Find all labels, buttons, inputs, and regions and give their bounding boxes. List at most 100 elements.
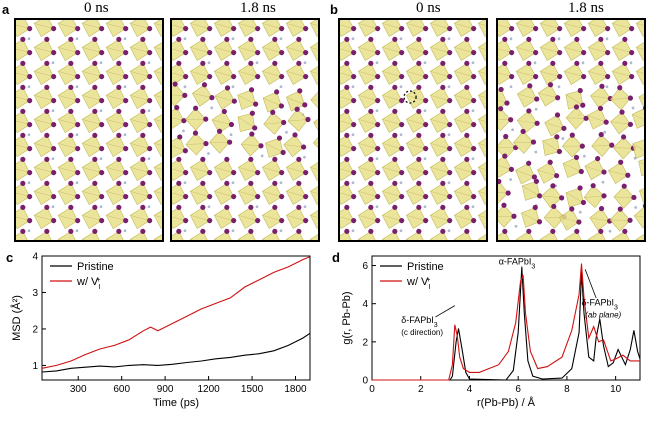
octahedron xyxy=(16,36,33,62)
octahedron xyxy=(309,62,318,86)
octahedron xyxy=(477,110,486,134)
octahedron xyxy=(57,132,81,158)
octahedron xyxy=(563,20,587,38)
x-tick-label: 2 xyxy=(418,384,424,395)
octahedron xyxy=(632,136,644,159)
octahedron xyxy=(635,38,644,62)
octahedron xyxy=(381,20,405,41)
octahedron xyxy=(587,105,609,134)
octahedron xyxy=(405,132,429,161)
octahedron xyxy=(209,128,233,154)
octahedron xyxy=(285,20,309,38)
plot-frame xyxy=(41,255,311,381)
y-tick-label: 4 xyxy=(32,252,38,263)
series-line xyxy=(372,263,640,381)
octahedron xyxy=(261,60,285,89)
octahedron xyxy=(105,180,129,206)
octahedron xyxy=(105,156,129,185)
octahedron xyxy=(153,38,162,62)
octahedron xyxy=(213,180,237,206)
octahedron xyxy=(639,184,644,206)
octahedron xyxy=(587,60,611,89)
octahedron xyxy=(237,156,261,182)
legend-label: Pristine xyxy=(77,261,114,273)
octahedron xyxy=(172,36,189,62)
octahedron xyxy=(16,228,31,240)
octahedron xyxy=(565,87,586,117)
time-label-b-right: 1.8 ns xyxy=(568,0,604,16)
octahedron xyxy=(191,82,215,110)
octahedron xyxy=(57,180,81,206)
octahedron xyxy=(172,156,189,185)
octahedron xyxy=(453,84,477,113)
octahedron xyxy=(16,132,33,158)
octahedron xyxy=(153,134,162,158)
octahedron xyxy=(185,130,210,156)
octahedron xyxy=(16,156,33,185)
octahedron xyxy=(33,20,57,38)
octahedron xyxy=(340,84,357,110)
octahedron xyxy=(565,185,587,214)
octahedron xyxy=(357,84,381,113)
octahedron xyxy=(309,182,318,206)
octahedron xyxy=(153,230,162,240)
octahedron xyxy=(405,228,427,240)
octahedron xyxy=(477,86,486,110)
octahedron xyxy=(584,156,607,184)
octahedron xyxy=(16,60,33,89)
octahedron xyxy=(381,108,405,137)
octahedron xyxy=(609,206,633,232)
octahedron xyxy=(405,156,429,182)
octahedron xyxy=(562,154,584,179)
octahedron xyxy=(33,228,55,240)
octahedron xyxy=(498,178,511,204)
series-line xyxy=(41,256,311,369)
octahedron xyxy=(309,206,318,230)
octahedron xyxy=(357,132,381,161)
octahedron xyxy=(81,84,105,113)
octahedron xyxy=(516,83,540,111)
octahedron xyxy=(237,110,258,133)
octahedron xyxy=(381,36,405,62)
octahedron xyxy=(57,108,81,137)
octahedron xyxy=(213,228,235,240)
octahedron xyxy=(357,108,381,134)
x-tick-label: 900 xyxy=(157,384,174,395)
snapshot-b-0ns xyxy=(338,18,488,242)
octahedron xyxy=(611,228,633,240)
octahedron xyxy=(611,60,635,86)
snapshot-b-1.8ns xyxy=(496,18,646,242)
x-tick-label: 10 xyxy=(610,384,622,395)
octahedron xyxy=(309,230,318,240)
octahedron xyxy=(498,20,515,41)
octahedron xyxy=(498,60,515,89)
octahedron xyxy=(57,156,81,185)
octahedron xyxy=(33,60,57,86)
panel-label-c: c xyxy=(6,250,14,265)
octahedron xyxy=(477,20,486,38)
octahedron xyxy=(105,20,129,41)
octahedron xyxy=(635,62,644,86)
octahedron xyxy=(263,109,288,135)
x-axis-label: Time (ps) xyxy=(153,397,199,409)
octahedron xyxy=(172,228,187,240)
octahedron xyxy=(498,133,519,159)
annotation-arrow xyxy=(584,269,597,299)
time-label-a-left: 0 ns xyxy=(84,0,109,16)
legend-label: w/ VI+ xyxy=(406,276,430,291)
octahedron xyxy=(153,86,162,110)
octahedron xyxy=(153,110,162,134)
octahedron xyxy=(541,183,565,209)
octahedron xyxy=(539,36,563,62)
octahedron xyxy=(33,156,57,182)
octahedron xyxy=(591,132,615,158)
annotation-alpha: α-FAPbI3 xyxy=(499,257,536,271)
octahedron xyxy=(81,36,105,65)
panel-label-d: d xyxy=(332,250,340,265)
octahedron xyxy=(539,228,561,240)
octahedron xyxy=(587,36,611,62)
octahedron xyxy=(129,132,153,161)
octahedron xyxy=(262,89,285,113)
octahedron xyxy=(405,20,429,38)
octahedron xyxy=(340,20,357,41)
